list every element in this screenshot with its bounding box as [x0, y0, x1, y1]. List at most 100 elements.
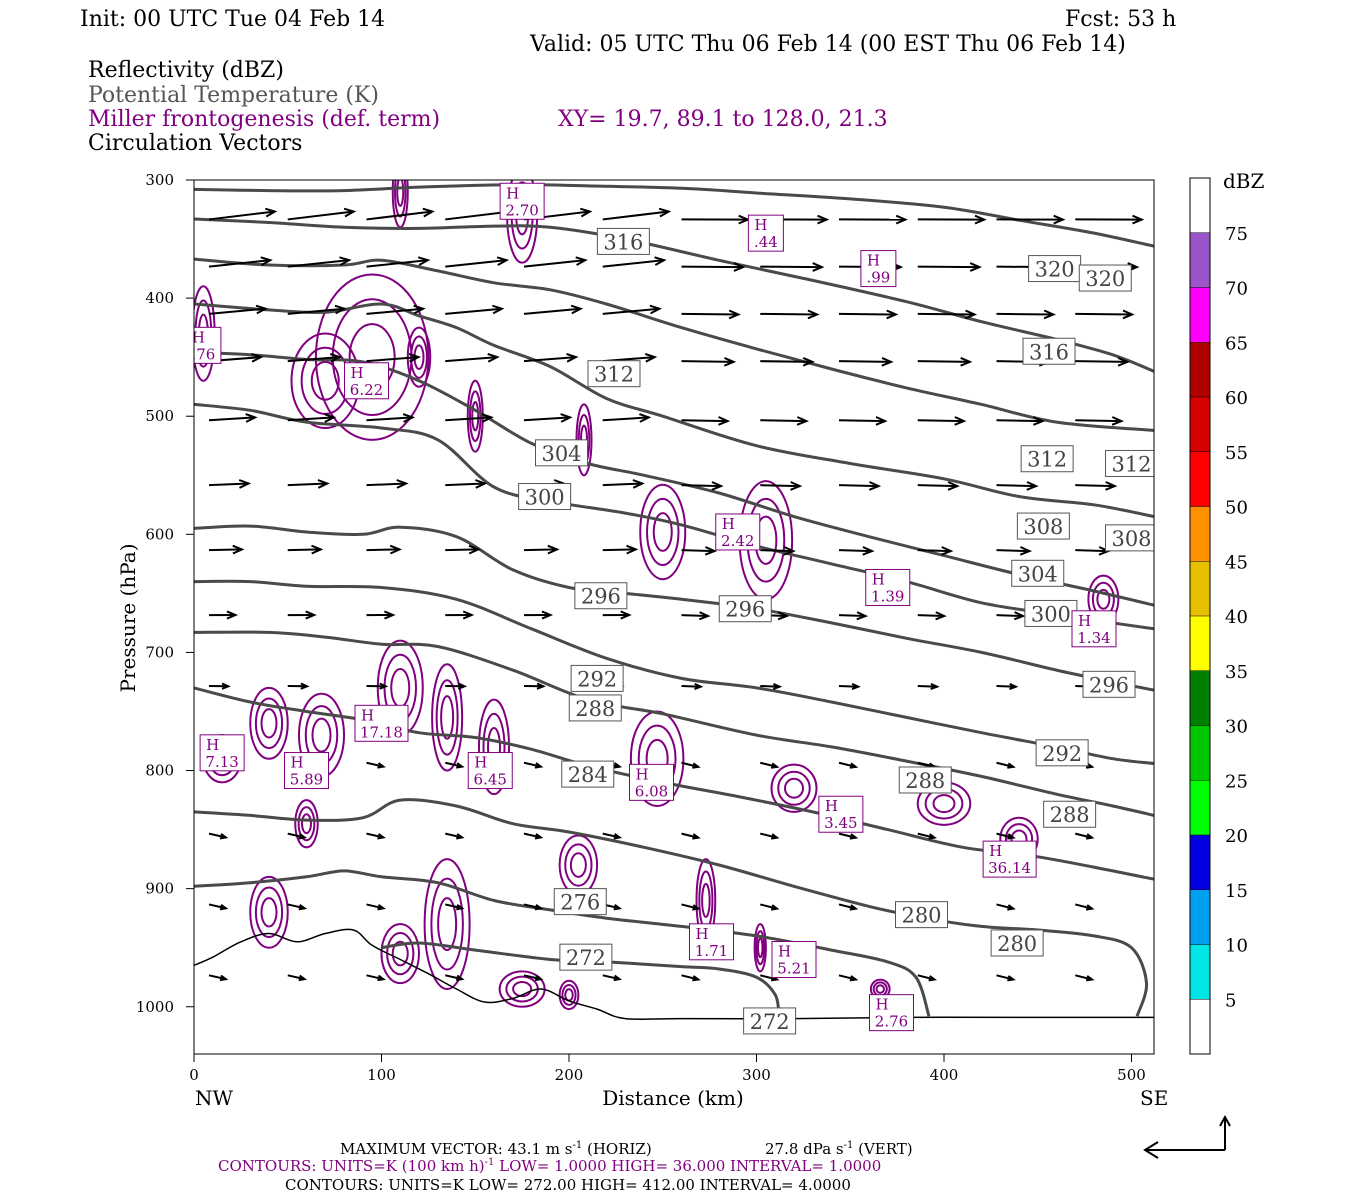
colorbar-segment — [1190, 178, 1210, 233]
circulation-vector — [208, 256, 273, 268]
svg-text:320: 320 — [1085, 267, 1125, 291]
svg-text:288: 288 — [905, 769, 945, 793]
frontogenesis-contour — [249, 686, 289, 760]
svg-text:H: H — [778, 943, 791, 961]
circulation-vector — [523, 682, 546, 690]
svg-text:2.76: 2.76 — [875, 1013, 908, 1031]
y-tick-label: 300 — [145, 171, 174, 189]
frontogenesis-contour — [558, 979, 580, 1011]
circulation-vector — [602, 413, 652, 423]
circulation-vector — [760, 682, 783, 691]
theta-contour-label: 304 — [535, 439, 588, 467]
colorbar-unit-label: dBZ — [1223, 169, 1265, 193]
svg-text:300: 300 — [1031, 602, 1071, 626]
circulation-vector — [208, 610, 239, 620]
theta-contour-label: 320 — [1078, 264, 1132, 292]
svg-text:316: 316 — [603, 230, 643, 254]
circulation-vector — [838, 356, 894, 367]
frontogenesis-contour — [569, 852, 587, 878]
frontogenesis-contour — [254, 697, 284, 750]
frontogenesis-contour — [435, 679, 459, 756]
svg-text:320: 320 — [1035, 258, 1075, 282]
svg-text:H: H — [876, 996, 889, 1014]
theta-contour-label: 272 — [743, 1007, 797, 1035]
y-tick-label: 900 — [145, 880, 174, 898]
circulation-vector — [1075, 214, 1145, 225]
frontogenesis-contour — [770, 763, 818, 813]
x-tick-label: 0 — [189, 1066, 199, 1084]
colorbar-segment — [1190, 780, 1210, 835]
circulation-vector — [366, 479, 409, 489]
svg-text:3.45: 3.45 — [824, 814, 857, 832]
frontogenesis-max-label: H2.76 — [869, 994, 914, 1032]
circulation-vector — [681, 903, 701, 911]
colorbar-tick-label: 60 — [1225, 388, 1248, 409]
frontogenesis-max-labels: H2.70H.44H.99H.76H6.22H2.42H1.39H1.34H17… — [194, 182, 1117, 1032]
frontogenesis-max-label: H6.45 — [467, 752, 513, 790]
colorbar-segment — [1190, 999, 1210, 1054]
circulation-vector — [445, 479, 488, 489]
circulation-vector — [996, 481, 1039, 491]
theta-contours — [194, 183, 1154, 1017]
circulation-vector — [760, 481, 803, 491]
frontogenesis-contour — [310, 360, 340, 401]
terrain-profile — [194, 928, 1154, 1021]
colorbar-tick-label: 40 — [1225, 607, 1248, 628]
frontogenesis-max-label: H5.89 — [284, 752, 329, 790]
frontogenesis-contour — [430, 877, 464, 971]
circulation-vector — [996, 974, 1016, 982]
colorbar-tick-label: 30 — [1225, 717, 1248, 738]
colorbar-tick-label: 25 — [1225, 771, 1248, 792]
frontogenesis-contour — [391, 940, 409, 967]
circulation-vector — [445, 304, 505, 315]
svg-text:H: H — [506, 184, 519, 202]
circulation-vector — [287, 479, 330, 489]
colorbar-segment — [1190, 506, 1210, 562]
frontogenesis-contour — [394, 180, 407, 218]
circulation-vector — [602, 974, 623, 982]
theta-contour-308 — [194, 302, 1154, 519]
svg-text:280: 280 — [997, 932, 1037, 956]
theta-contour-label: 312 — [1020, 445, 1074, 473]
circulation-vector — [838, 481, 882, 491]
circulation-vector — [917, 356, 973, 367]
frontogenesis-contour — [512, 980, 533, 998]
colorbar-tick-label: 5 — [1225, 990, 1236, 1011]
circulation-vector — [602, 479, 645, 489]
circulation-vector — [208, 413, 258, 423]
theta-contour-label: 320 — [1028, 255, 1082, 283]
circulation-vector — [208, 304, 269, 315]
frontogenesis-contour — [386, 931, 415, 976]
circulation-vector — [838, 416, 888, 426]
circulation-vector — [287, 256, 352, 268]
frontogenesis-max-label: H1.39 — [865, 568, 911, 606]
frontogenesis-contour — [478, 698, 510, 796]
theta-contour-label: 284 — [561, 760, 615, 788]
y-tick-label: 700 — [145, 643, 174, 661]
frontogenesis-contour — [390, 667, 411, 708]
svg-text:H: H — [696, 925, 709, 943]
circulation-vector — [681, 832, 701, 840]
circulation-vector — [681, 546, 718, 556]
circulation-vector — [287, 832, 308, 840]
svg-text:308: 308 — [1111, 527, 1151, 551]
circulation-vector — [366, 256, 431, 268]
theta-contour-label: 296 — [718, 595, 772, 623]
svg-text:17.18: 17.18 — [360, 723, 403, 741]
circulation-vector — [917, 546, 954, 556]
circulation-vector — [523, 352, 579, 363]
svg-text:H: H — [1078, 612, 1091, 630]
frontogenesis-contour — [396, 180, 405, 207]
circulation-vector — [1075, 832, 1095, 840]
frontogenesis-contour — [564, 988, 574, 1002]
terrain-line — [194, 928, 1154, 1021]
frontogenesis-contour — [301, 813, 312, 835]
theta-contour-280 — [194, 798, 1149, 1017]
theta-contour-label: 316 — [596, 227, 650, 255]
circulation-vector — [287, 352, 343, 363]
theta-contour-label: 292 — [1035, 739, 1089, 767]
svg-text:272: 272 — [750, 1010, 790, 1034]
svg-text:296: 296 — [725, 598, 765, 622]
svg-text:H: H — [872, 570, 885, 588]
theta-contour-label: 304 — [1011, 559, 1065, 587]
